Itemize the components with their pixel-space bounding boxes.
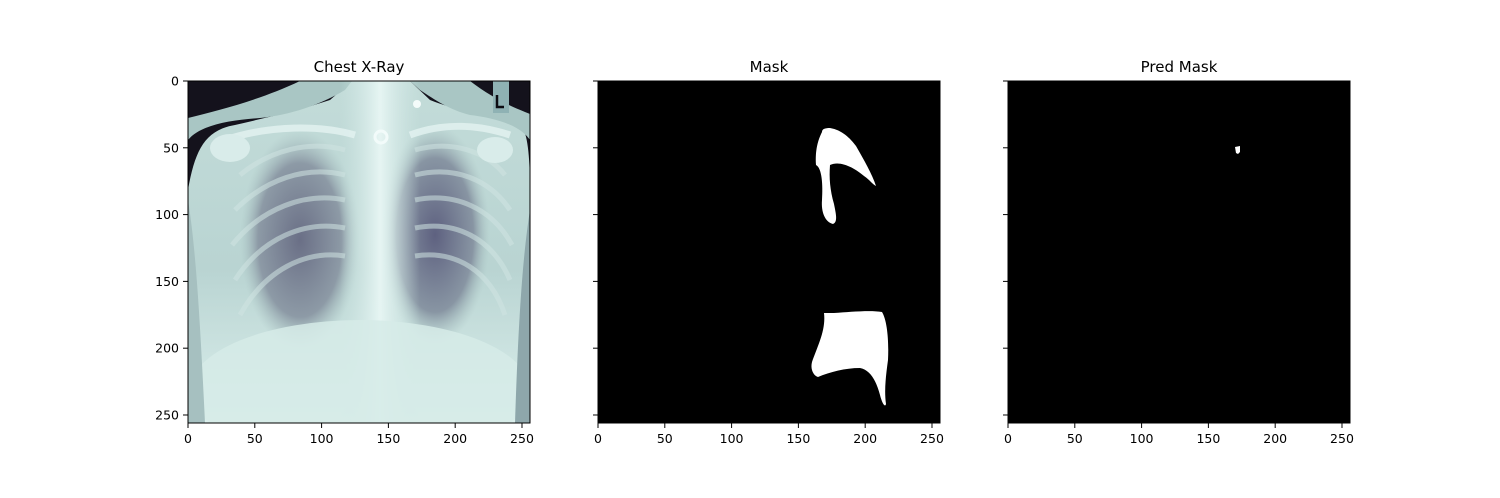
xray-abdomen — [190, 320, 530, 423]
x-tick-label: 150 — [1196, 431, 1220, 446]
axis-y-pred — [1003, 80, 1008, 416]
x-tick-label: 0 — [1004, 431, 1012, 446]
pred-frame — [1007, 80, 1351, 424]
mask-region-lower — [811, 311, 889, 406]
x-tick-label: 0 — [184, 431, 192, 446]
x-tick-label: 250 — [1330, 431, 1354, 446]
y-tick-label: 150 — [155, 274, 179, 289]
y-tick-label: 100 — [155, 207, 179, 222]
x-tick-label: 150 — [376, 431, 400, 446]
xray-frame — [187, 80, 531, 424]
x-tick-label: 250 — [510, 431, 534, 446]
x-tick-label: 50 — [657, 431, 673, 446]
x-tick-label: 200 — [1263, 431, 1287, 446]
panel-title-xray: Chest X-Ray — [314, 58, 405, 76]
xray-humerus-left — [210, 134, 250, 162]
axis-x-xray: 0 50 100 150 200 250 — [184, 423, 534, 446]
x-tick-label: 200 — [443, 431, 467, 446]
xray-marker-dot — [413, 100, 421, 108]
x-tick-label: 250 — [920, 431, 944, 446]
mask-frame — [597, 80, 941, 424]
axis-y-xray: 0 50 100 150 200 250 — [155, 74, 188, 422]
panel-xray: Chest X-Ray — [155, 58, 534, 446]
axis-y-mask — [593, 80, 598, 416]
axis-x-pred: 0 50 100 150 200 250 — [1004, 423, 1354, 446]
x-tick-label: 100 — [1130, 431, 1154, 446]
x-tick-label: 100 — [310, 431, 334, 446]
panel-title-pred: Pred Mask — [1141, 58, 1218, 76]
x-tick-label: 200 — [853, 431, 877, 446]
xray-shoulder-left — [188, 81, 352, 140]
pred-background — [1008, 81, 1350, 423]
mask-background — [598, 81, 940, 423]
pred-region-spot — [1235, 146, 1240, 154]
xray-humerus-right — [477, 137, 513, 163]
xray-side-marker-letter — [495, 95, 504, 109]
panel-mask: Mask 0 50 100 150 200 250 — [593, 58, 944, 446]
mask-region-upper — [815, 128, 876, 224]
panel-title-mask: Mask — [750, 58, 789, 76]
xray-marker-ring — [373, 129, 389, 145]
panel-pred: Pred Mask 0 50 100 150 200 250 — [1003, 58, 1354, 446]
y-tick-label: 200 — [155, 341, 179, 356]
xray-ribs — [230, 143, 515, 317]
y-tick-label: 50 — [163, 140, 179, 155]
x-tick-label: 50 — [247, 431, 263, 446]
xray-armpit-right — [515, 210, 530, 423]
y-tick-label: 0 — [171, 74, 179, 89]
xray-shoulder-right — [410, 81, 530, 140]
x-tick-label: 150 — [786, 431, 810, 446]
x-tick-label: 0 — [594, 431, 602, 446]
xray-clavicle-left — [223, 124, 356, 144]
x-tick-label: 50 — [1067, 431, 1083, 446]
x-tick-label: 100 — [720, 431, 744, 446]
xray-armpit-left — [188, 200, 205, 423]
xray-clavicle-right — [408, 122, 512, 139]
y-tick-label: 250 — [155, 407, 179, 422]
axis-x-mask: 0 50 100 150 200 250 — [594, 423, 944, 446]
xray-image — [188, 81, 530, 423]
